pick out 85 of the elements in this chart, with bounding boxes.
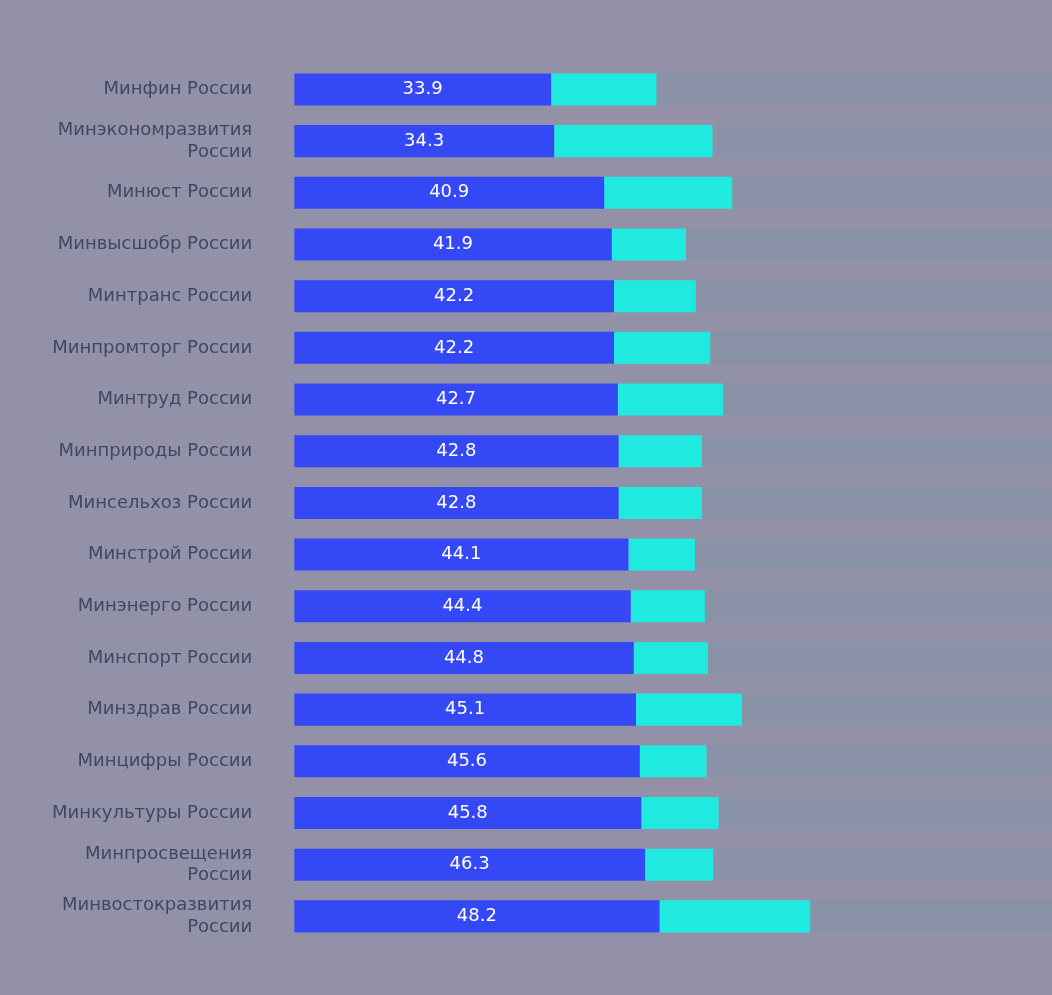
bar [554, 125, 713, 158]
bar [628, 538, 696, 571]
y-tick-label: Минюст России [106, 180, 253, 202]
bar [685, 228, 1052, 261]
y-tick-label: Минтранс России [87, 283, 253, 305]
data-label: 44.1 [441, 542, 482, 564]
bar [551, 73, 657, 106]
y-tick-label: Минэнерго России [77, 593, 253, 615]
bar [294, 538, 629, 571]
bar [294, 486, 619, 519]
data-label: 40.9 [429, 180, 470, 202]
bar [718, 796, 1052, 830]
bar [294, 590, 631, 623]
data-label: 45.1 [445, 697, 486, 719]
bar [294, 125, 555, 158]
y-tick-label: Минпросвещения России [85, 841, 253, 885]
bar [710, 331, 1052, 364]
bar [723, 383, 1052, 416]
bar [641, 796, 719, 830]
data-label: 42.7 [435, 387, 477, 409]
bar [707, 641, 1052, 674]
data-label: 34.3 [404, 128, 445, 150]
y-tick-label: Минвысшобр России [57, 232, 253, 254]
data-label: 44.8 [443, 645, 484, 667]
bar [695, 280, 1052, 313]
y-tick-label: Минтруд России [97, 387, 253, 409]
bar [294, 331, 614, 364]
bar [618, 486, 702, 519]
data-label: 33.9 [402, 77, 443, 99]
bar [294, 641, 634, 674]
bar [294, 693, 636, 726]
bar [294, 73, 552, 106]
bar [639, 745, 707, 778]
bar [630, 590, 705, 623]
bar [742, 693, 1052, 726]
bar [294, 848, 646, 881]
bar [294, 383, 618, 416]
data-label: 41.9 [432, 232, 473, 254]
data-label: 42.2 [434, 283, 475, 305]
y-tick-label: Минздрав России [87, 697, 253, 719]
bar [704, 590, 1052, 623]
bar [294, 435, 619, 468]
bar [617, 383, 724, 416]
bar [732, 176, 1052, 209]
y-tick-label: Минсельхоз России [68, 490, 253, 512]
y-tick-label: Минвостокразвития России [61, 893, 253, 936]
data-label: 45.6 [446, 748, 488, 770]
bar [701, 486, 1052, 519]
data-label: 42.2 [434, 335, 475, 357]
bar [712, 125, 1052, 158]
y-tick-label: Минприроды России [58, 438, 253, 460]
bar [611, 228, 686, 261]
y-tick-label: Минфин России [103, 77, 253, 99]
y-tick-label: Минстрой России [87, 542, 253, 564]
data-label: 42.8 [436, 438, 477, 460]
bar [294, 280, 614, 313]
data-label: 45.8 [447, 800, 488, 822]
bar [604, 176, 733, 209]
bar [810, 900, 1052, 933]
bar [294, 796, 642, 830]
bar [645, 848, 714, 881]
y-tick-label: Минэкономразвития России [57, 118, 253, 161]
data-label: 48.2 [456, 904, 497, 926]
bar [695, 538, 1052, 571]
bar [706, 745, 1052, 778]
bar [618, 435, 702, 468]
bar [294, 176, 605, 209]
bar [713, 848, 1052, 881]
bar [701, 435, 1052, 468]
bar [635, 693, 743, 726]
y-tick-label: Минкультуры России [51, 800, 253, 822]
data-label: 46.3 [449, 852, 490, 874]
bar [656, 73, 1052, 106]
bar [294, 900, 660, 933]
bar [613, 331, 711, 364]
y-tick-label: Минцифры России [77, 748, 253, 770]
y-tick-label: Минпромторг России [52, 335, 253, 357]
bar [613, 280, 696, 313]
data-label: 42.8 [436, 490, 477, 512]
data-label: 44.4 [442, 593, 483, 615]
y-tick-label: Минспорт России [87, 645, 253, 667]
bar [659, 900, 811, 933]
bar [294, 745, 640, 778]
bar [294, 228, 612, 261]
bar [633, 641, 708, 674]
